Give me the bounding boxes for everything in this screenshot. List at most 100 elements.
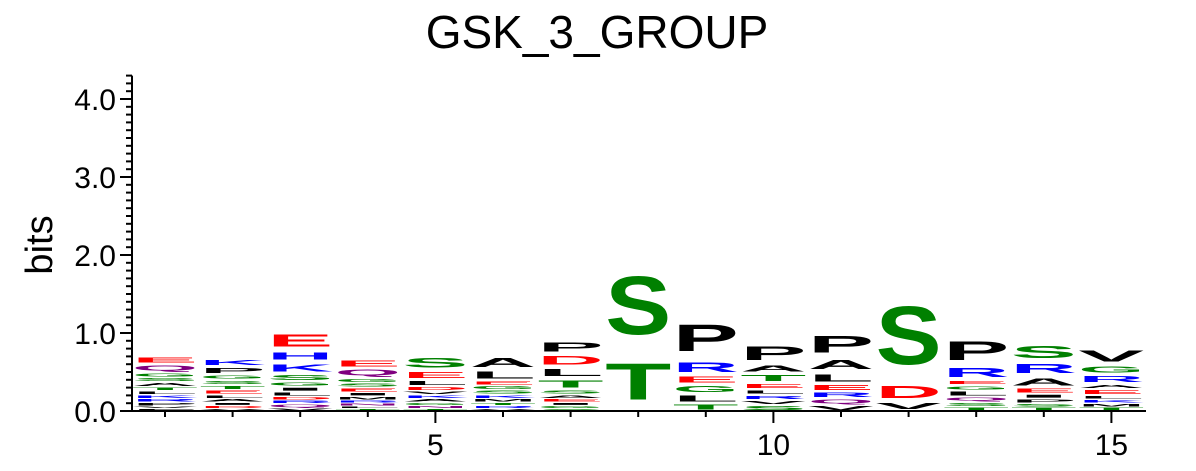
logo-letter-e: E bbox=[402, 370, 468, 379]
logo-letter-g: G bbox=[335, 377, 401, 382]
logo-letter-q: Q bbox=[335, 368, 401, 377]
logo-letter-k: K bbox=[470, 395, 536, 399]
y-axis-title: bits bbox=[19, 215, 61, 274]
logo-letter-s: S bbox=[470, 390, 536, 395]
logo-letter-a: A bbox=[132, 382, 198, 387]
logo-letter-l: L bbox=[1078, 395, 1144, 399]
logo-letter-s: S bbox=[538, 409, 604, 411]
logo-letter-m: M bbox=[335, 396, 401, 400]
logo-letter-i: I bbox=[335, 392, 401, 396]
logo-letter-a: A bbox=[402, 398, 468, 402]
logo-letter-s: S bbox=[538, 390, 604, 395]
logo-letter-d: D bbox=[267, 396, 333, 400]
chart-title: GSK_3_GROUP bbox=[426, 6, 769, 58]
logo-letter-t: T bbox=[402, 409, 468, 411]
logo-letter-n: N bbox=[335, 403, 401, 406]
logo-letter-g: G bbox=[1078, 365, 1144, 374]
logo-letter-t: T bbox=[673, 403, 739, 411]
logo-letter-q: Q bbox=[943, 397, 1009, 402]
y-tick-label: 2.0 bbox=[74, 240, 116, 273]
logo-letter-t: T bbox=[943, 407, 1009, 411]
logo-letter-p: P bbox=[740, 342, 806, 364]
logo-letter-t: T bbox=[335, 409, 401, 411]
logo-letter-l: L bbox=[538, 367, 604, 378]
logo-letter-k: K bbox=[402, 395, 468, 399]
logo-letter-s: S bbox=[1011, 403, 1077, 407]
logo-letter-r: R bbox=[740, 395, 806, 400]
x-axis: 5 10 15 bbox=[132, 410, 1146, 462]
logo-letter-v: V bbox=[876, 402, 942, 411]
logo-letter-s: S bbox=[267, 374, 333, 382]
logo-letter-q: Q bbox=[808, 399, 874, 405]
logo-letter-g: G bbox=[200, 374, 266, 379]
logo-letter-v: V bbox=[740, 400, 806, 405]
logo-letter-l: L bbox=[673, 394, 739, 403]
logo-letter-v: V bbox=[808, 405, 874, 411]
logo-letter-r: R bbox=[132, 398, 198, 402]
logo-letter-l: L bbox=[335, 406, 401, 408]
logo-letter-m: M bbox=[470, 398, 536, 402]
logo-letter-e: E bbox=[943, 380, 1009, 385]
logo-letter-r: R bbox=[470, 406, 536, 409]
logo-letter-e: E bbox=[200, 390, 266, 395]
logo-letter-a: A bbox=[1011, 376, 1077, 388]
logo-letter-p: P bbox=[808, 331, 874, 358]
logo-letter-s: S bbox=[200, 380, 266, 385]
logo-letter-t: T bbox=[200, 385, 266, 390]
logo-letter-p: P bbox=[132, 402, 198, 406]
logo-letter-e: E bbox=[335, 359, 401, 368]
logo-letter-l: L bbox=[132, 391, 198, 395]
logo-letter-t: T bbox=[132, 387, 198, 391]
logo-letter-e: E bbox=[335, 388, 401, 393]
logo-letter-s: S bbox=[876, 289, 942, 382]
logo-letter-i: I bbox=[200, 402, 266, 405]
logo-letter-e: E bbox=[267, 331, 333, 350]
logo-letters: FVPRKLTASGQEVDIALETSGPKVQRDLIGSKHETLNRMI… bbox=[132, 259, 1145, 411]
logo-letter-a: A bbox=[808, 358, 874, 372]
logo-letter-p: P bbox=[943, 336, 1009, 366]
logo-letter-s: S bbox=[132, 377, 198, 382]
logo-letter-k: K bbox=[132, 395, 198, 399]
logo-letter-d: D bbox=[200, 406, 266, 409]
logo-letter-t: T bbox=[538, 378, 604, 390]
y-tick-label: 0.0 bbox=[74, 396, 116, 429]
logo-letter-p: P bbox=[200, 367, 266, 375]
y-tick-label: 4.0 bbox=[74, 84, 116, 117]
logo-letter-v: V bbox=[200, 409, 266, 411]
logo-letter-l: L bbox=[943, 391, 1009, 397]
logo-letter-p: P bbox=[673, 316, 739, 359]
x-tick-label: 5 bbox=[427, 429, 444, 462]
y-tick-label: 3.0 bbox=[74, 162, 116, 195]
logo-letter-s: S bbox=[943, 402, 1009, 407]
logo-letter-m: M bbox=[1078, 403, 1144, 407]
logo-letter-f: F bbox=[132, 409, 198, 411]
logo-letter-v: V bbox=[267, 408, 333, 411]
logo-letter-r: R bbox=[267, 400, 333, 404]
logo-letter-s: S bbox=[605, 259, 671, 352]
logo-letter-n: N bbox=[402, 406, 468, 409]
logo-letter-d: D bbox=[876, 382, 942, 402]
logo-letter-e: E bbox=[538, 399, 604, 403]
logo-letter-e: E bbox=[808, 384, 874, 392]
logo-letter-r: R bbox=[1078, 374, 1144, 383]
logo-letter-e: E bbox=[1078, 389, 1144, 395]
logo-letter-l: L bbox=[402, 380, 468, 386]
logo-letter-e: E bbox=[673, 375, 739, 384]
logo-letter-t: T bbox=[605, 352, 671, 410]
logo-letter-s: S bbox=[335, 383, 401, 388]
logo-letter-k: K bbox=[267, 362, 333, 374]
logo-letter-l: L bbox=[200, 395, 266, 399]
logo-letter-s: S bbox=[740, 405, 806, 411]
logo-letter-r: R bbox=[335, 400, 401, 403]
logo-letter-p: P bbox=[538, 340, 604, 354]
logo-letter-a: A bbox=[538, 395, 604, 399]
logo-letter-r: R bbox=[673, 359, 739, 375]
logo-letter-g: G bbox=[267, 381, 333, 386]
logo-letter-r: R bbox=[943, 366, 1009, 380]
logo-letter-g: G bbox=[538, 406, 604, 409]
logo-letter-k: K bbox=[1078, 399, 1144, 403]
logo-letter-s: S bbox=[1011, 343, 1077, 362]
logo-letter-t: T bbox=[1011, 407, 1077, 411]
logo-letter-d: D bbox=[402, 386, 468, 391]
